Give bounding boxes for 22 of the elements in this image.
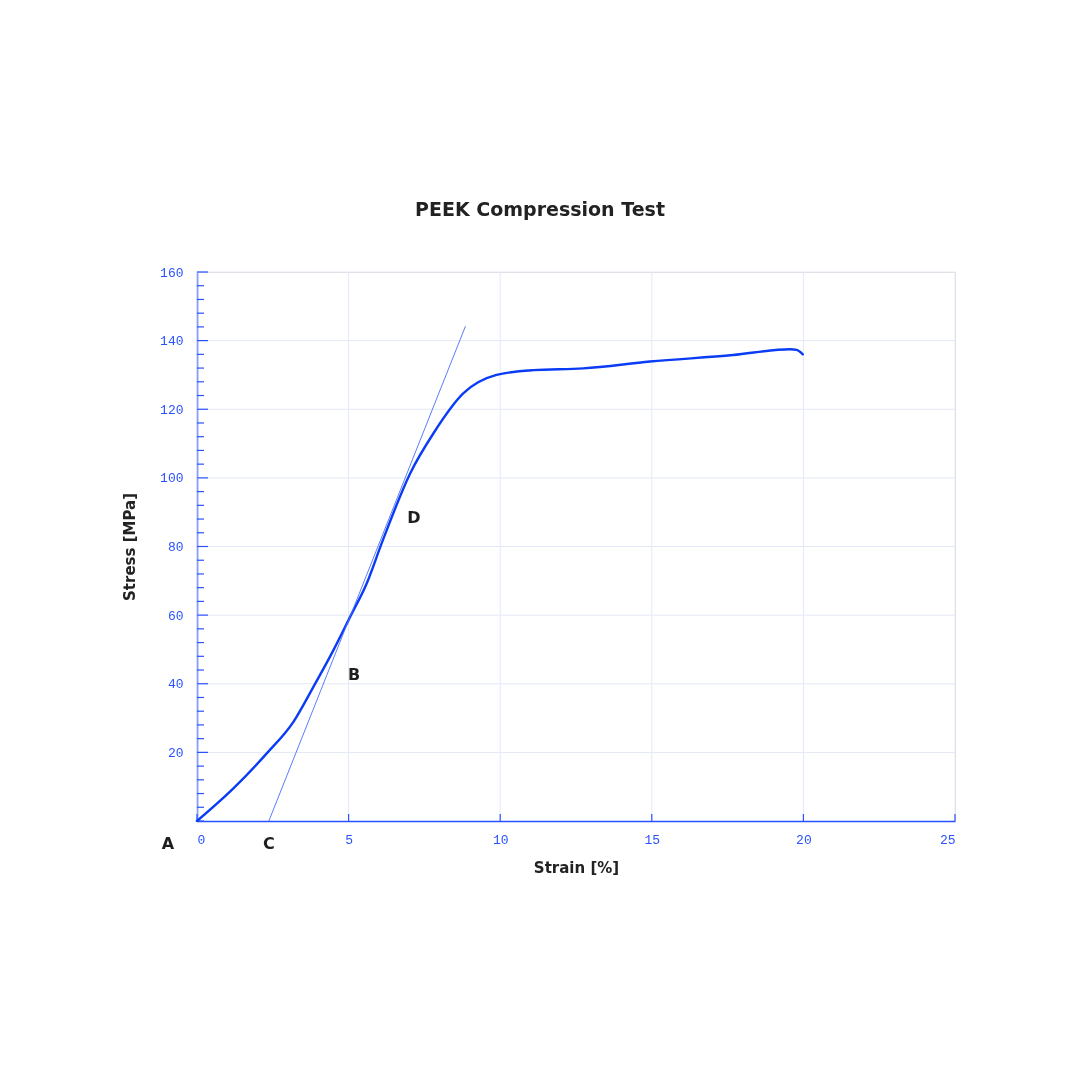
annotation: A [161,834,175,853]
y-tick-label: 160 [160,265,184,281]
annotation: C [262,834,275,853]
annotation: D [407,508,421,527]
y-tick-label: 80 [167,540,184,555]
y-tick-label: 60 [167,608,184,624]
annotation: B [347,665,361,684]
x-tick-label: 15 [644,832,661,848]
y-axis-title: Stress [MPa] [121,493,140,601]
x-tick-label: 0 [197,832,206,848]
x-tick-label: 5 [345,832,354,848]
x-tick-label: 20 [796,832,812,848]
y-tick-label: 120 [160,402,184,418]
line-series [195,348,804,823]
x-tick-label: 25 [939,832,956,848]
y-tick-label: 40 [167,677,184,693]
y-tick-label: 100 [160,471,184,487]
x-axis-title: Strain [%] [533,858,620,877]
x-tick-label: 10 [492,832,509,848]
chart-title: PEEK Compression Test [415,198,665,220]
y-tick-label: 140 [160,334,184,350]
y-tick-label: 20 [167,745,184,761]
